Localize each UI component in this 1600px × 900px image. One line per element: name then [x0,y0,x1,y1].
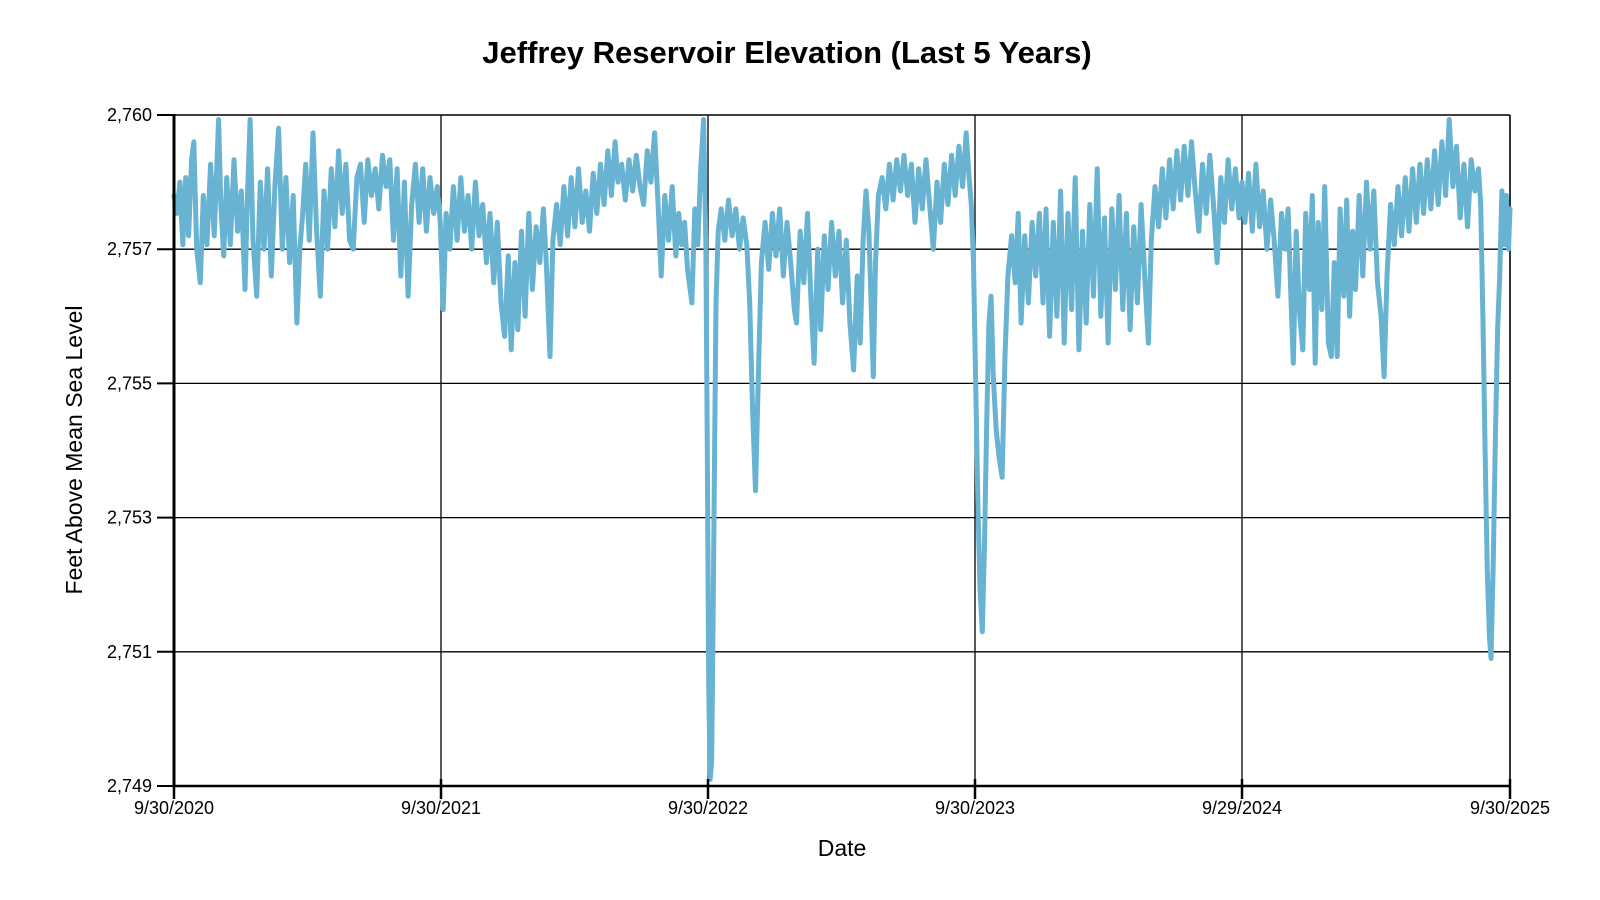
y-tick-label: 2,753 [107,508,152,528]
y-tick-label: 2,749 [107,776,152,796]
elevation-series-line [171,117,1513,782]
x-tick-label: 9/30/2022 [668,798,748,818]
y-tick-label: 2,751 [107,642,152,662]
x-tick-label: 9/29/2024 [1202,798,1282,818]
y-axis-title: Feet Above Mean Sea Level [61,306,87,595]
y-tick-label: 2,757 [107,239,152,259]
x-tick-label: 9/30/2020 [134,798,214,818]
chart-title: Jeffrey Reservoir Elevation (Last 5 Year… [482,35,1091,70]
x-axis-title: Date [818,835,867,861]
y-tick-label: 2,755 [107,373,152,393]
y-tick-label: 2,760 [107,105,152,125]
x-tick-label: 9/30/2025 [1470,798,1550,818]
x-tick-label: 9/30/2021 [401,798,481,818]
x-tick-label: 9/30/2023 [935,798,1015,818]
